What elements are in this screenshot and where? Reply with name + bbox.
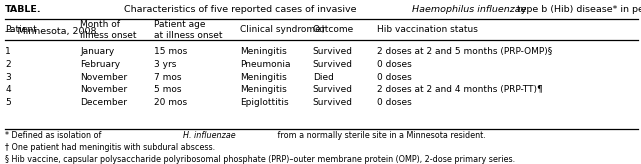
Text: Pneumonia: Pneumonia [240,60,291,69]
Text: 0 doses: 0 doses [377,98,412,107]
Text: † One patient had meningitis with subdural abscess.: † One patient had meningitis with subdur… [5,143,215,152]
Text: 2: 2 [5,60,11,69]
Text: 5: 5 [5,98,11,107]
Text: Outcome: Outcome [313,25,354,34]
Text: 15 mos: 15 mos [154,47,187,56]
Text: November: November [80,73,128,82]
Text: Patient: Patient [5,25,37,34]
Text: Meningitis: Meningitis [240,85,287,94]
Text: § Hib vaccine, capsular polysaccharide polyribosomal phosphate (PRP)–outer membr: § Hib vaccine, capsular polysaccharide p… [5,155,515,164]
Text: Epiglottitis: Epiglottitis [240,98,289,107]
Text: 2 doses at 2 and 5 months (PRP-OMP)§: 2 doses at 2 and 5 months (PRP-OMP)§ [377,47,552,56]
Text: Survived: Survived [313,47,353,56]
Text: 20 mos: 20 mos [154,98,187,107]
Text: January: January [80,47,114,56]
Text: 0 doses: 0 doses [377,73,412,82]
Text: November: November [80,85,128,94]
Text: 0 doses: 0 doses [377,60,412,69]
Text: 4: 4 [5,85,11,94]
Text: Characteristics of five reported cases of invasive: Characteristics of five reported cases o… [121,5,359,14]
Text: 5 mos: 5 mos [154,85,181,94]
Text: 3 yrs: 3 yrs [154,60,176,69]
Text: Haemophilus influenzae: Haemophilus influenzae [412,5,527,14]
Text: Died: Died [313,73,334,82]
Text: H. influenzae: H. influenzae [183,131,236,140]
Text: * Defined as isolation of: * Defined as isolation of [5,131,104,140]
Text: type b (Hib) disease* in persons aged <5 years: type b (Hib) disease* in persons aged <5… [514,5,641,14]
Text: 3: 3 [5,73,11,82]
Text: Survived: Survived [313,85,353,94]
Text: 2 doses at 2 and 4 months (PRP-TT)¶: 2 doses at 2 and 4 months (PRP-TT)¶ [377,85,543,94]
Text: from a normally sterile site in a Minnesota resident.: from a normally sterile site in a Minnes… [274,131,485,140]
Text: Month of
illness onset: Month of illness onset [80,20,137,40]
Text: Meningitis: Meningitis [240,73,287,82]
Text: February: February [80,60,121,69]
Text: Hib vaccination status: Hib vaccination status [377,25,478,34]
Text: Patient age
at illness onset: Patient age at illness onset [154,20,222,40]
Text: 7 mos: 7 mos [154,73,181,82]
Text: Meningitis: Meningitis [240,47,287,56]
Text: December: December [80,98,127,107]
Text: Survived: Survived [313,60,353,69]
Text: — Minnesota, 2008: — Minnesota, 2008 [5,27,97,36]
Text: TABLE.: TABLE. [5,5,42,14]
Text: Clinical syndrome†: Clinical syndrome† [240,25,326,34]
Text: Survived: Survived [313,98,353,107]
Text: 1: 1 [5,47,11,56]
